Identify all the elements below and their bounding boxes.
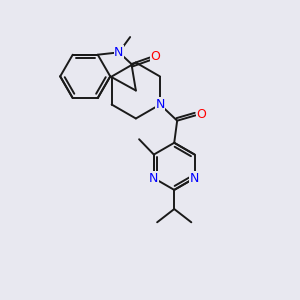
Text: N: N <box>155 98 165 111</box>
Text: N: N <box>190 172 199 184</box>
Text: N: N <box>149 172 158 184</box>
Text: O: O <box>196 108 206 121</box>
Text: O: O <box>151 50 160 63</box>
Text: N: N <box>114 46 124 59</box>
